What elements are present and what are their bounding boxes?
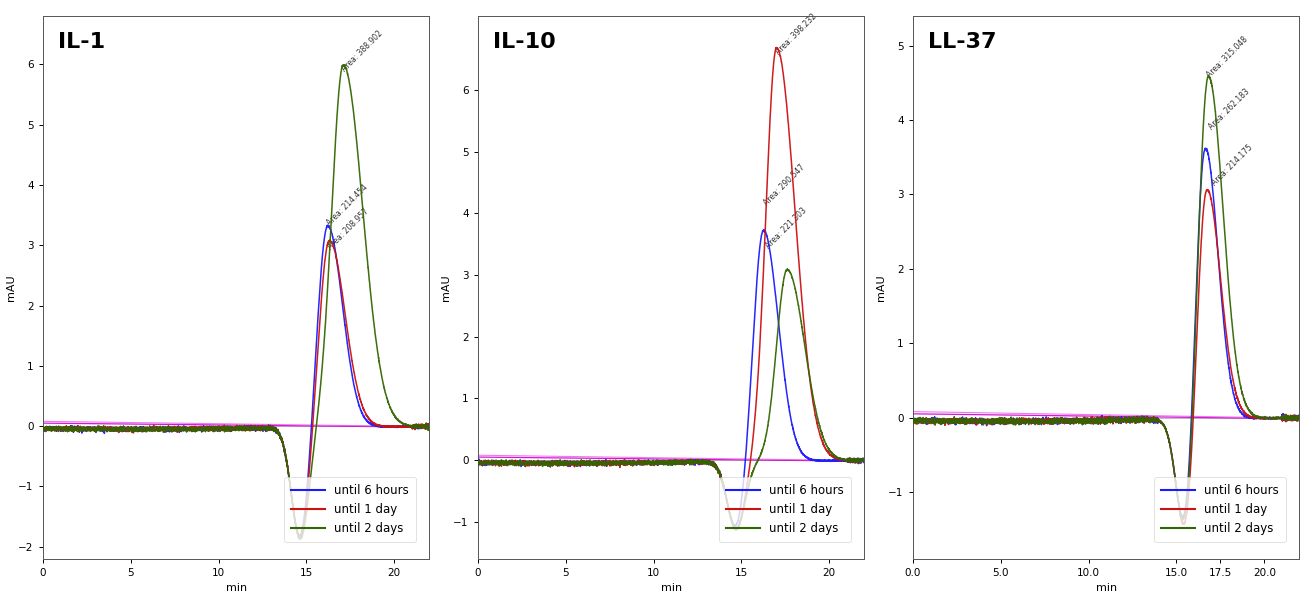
Text: IL-1: IL-1 [59,32,106,52]
X-axis label: min: min [1095,583,1117,594]
Text: Area: 398.232: Area: 398.232 [774,11,818,56]
Legend: until 6 hours, until 1 day, until 2 days: until 6 hours, until 1 day, until 2 days [719,477,851,542]
Y-axis label: mAU: mAU [441,274,450,301]
Text: Area: 315.048: Area: 315.048 [1206,35,1250,79]
Text: Area: 262.183: Area: 262.183 [1207,87,1251,131]
Text: IL-10: IL-10 [493,32,556,52]
Text: Area: 221.303: Area: 221.303 [763,206,809,250]
Text: Area: 214.454: Area: 214.454 [325,183,369,227]
Text: Area: 290.547: Area: 290.547 [762,162,806,207]
Legend: until 6 hours, until 1 day, until 2 days: until 6 hours, until 1 day, until 2 days [1155,477,1285,542]
Text: Area: 214.175: Area: 214.175 [1211,143,1255,187]
Text: Area: 388.902: Area: 388.902 [339,29,384,73]
Legend: until 6 hours, until 1 day, until 2 days: until 6 hours, until 1 day, until 2 days [284,477,416,542]
Text: Area: 208.957: Area: 208.957 [326,207,371,251]
Y-axis label: mAU: mAU [5,274,16,301]
Y-axis label: mAU: mAU [876,274,886,301]
X-axis label: min: min [226,583,247,594]
X-axis label: min: min [660,583,681,594]
Text: LL-37: LL-37 [928,32,997,52]
